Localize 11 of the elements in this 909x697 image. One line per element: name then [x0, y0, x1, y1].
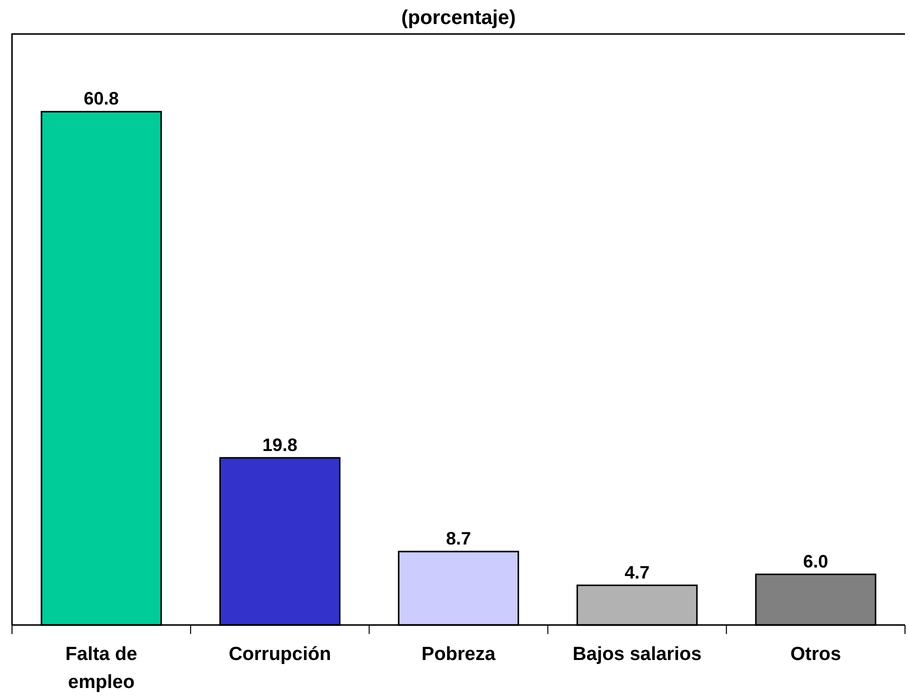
chart-title: (porcentaje) — [401, 7, 516, 29]
data-label: 60.8 — [84, 88, 119, 109]
x-tick-label: Corrupción — [228, 644, 332, 665]
x-tick-label: Falta de empleo — [65, 644, 138, 693]
data-label: 4.7 — [624, 562, 650, 582]
data-label: 6.0 — [803, 551, 828, 572]
data-label: 19.8 — [262, 434, 298, 455]
x-tick-label: Pobreza — [422, 644, 496, 665]
data-label: 8.7 — [446, 528, 472, 549]
x-tick-label: Otros — [790, 644, 842, 665]
x-tick-label: Bajos salarios — [572, 644, 702, 665]
